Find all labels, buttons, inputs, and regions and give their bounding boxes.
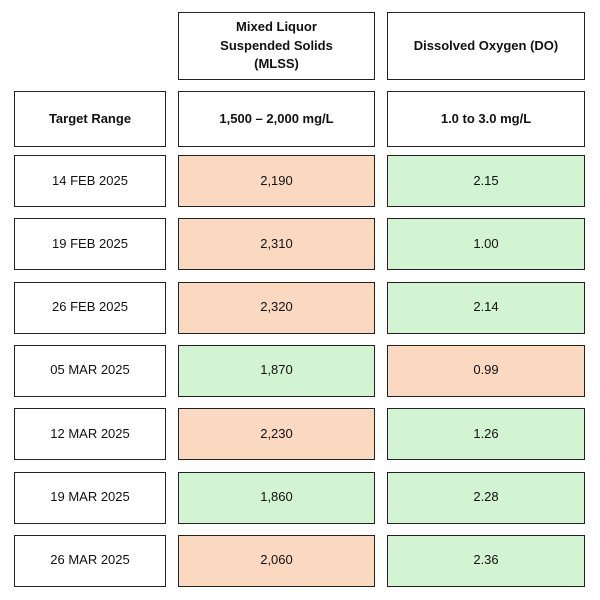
value-cell: 2,060 [178, 534, 375, 587]
value-cell: 1,870 [178, 344, 375, 397]
value-cell: 2,310 [178, 218, 375, 271]
date-cell: 26 MAR 2025 [14, 534, 166, 587]
date-cell: 26 FEB 2025 [14, 281, 166, 334]
value-cell: 1.00 [387, 218, 585, 271]
value-cell: 2.14 [387, 281, 585, 334]
value-cell: 2.15 [387, 155, 585, 207]
column-header: Mixed Liquor Suspended Solids (MLSS) [178, 12, 375, 80]
value-cell: 2.36 [387, 534, 585, 587]
value-cell: 2,320 [178, 281, 375, 334]
date-cell: 19 FEB 2025 [14, 218, 166, 271]
value-cell: 0.99 [387, 344, 585, 397]
date-cell: 14 FEB 2025 [14, 155, 166, 207]
target-value: 1.0 to 3.0 mg/L [387, 91, 585, 147]
value-cell: 1.26 [387, 408, 585, 461]
target-label: Target Range [14, 91, 166, 147]
value-cell: 2,190 [178, 155, 375, 207]
target-value: 1,500 – 2,000 mg/L [178, 91, 375, 147]
value-cell: 2.28 [387, 471, 585, 524]
column-header: Dissolved Oxygen (DO) [387, 12, 585, 80]
date-cell: 05 MAR 2025 [14, 344, 166, 397]
value-cell: 2,230 [178, 408, 375, 461]
value-cell: 1,860 [178, 471, 375, 524]
date-cell: 19 MAR 2025 [14, 471, 166, 524]
date-cell: 12 MAR 2025 [14, 408, 166, 461]
